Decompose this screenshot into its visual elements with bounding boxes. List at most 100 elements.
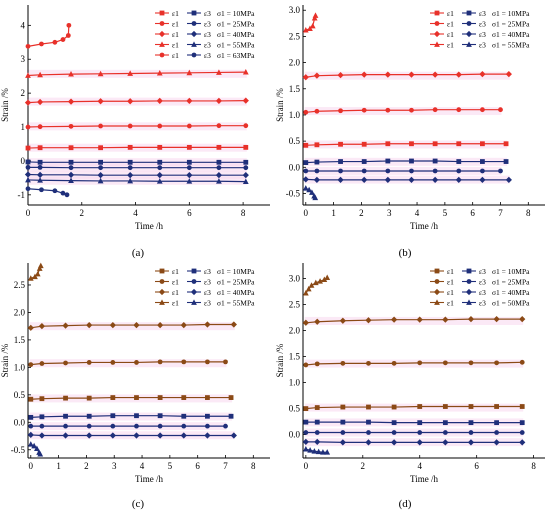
data-point [243,159,249,165]
y-tick-label: 1.0 [14,362,26,372]
legend-label-e3: ε3 [204,30,211,39]
data-point [127,177,134,184]
data-point [503,159,509,164]
data-point [157,144,163,150]
data-point [133,321,140,329]
legend-label-e3: ε3 [204,20,211,29]
data-point [366,430,371,435]
data-point [86,321,93,329]
data-point [340,404,346,410]
data-point [66,22,72,28]
data-point [86,360,92,365]
y-axis-title: Strain /% [275,343,285,377]
data-point [39,361,45,366]
data-point [39,41,44,47]
data-point [63,360,68,366]
data-point [37,159,43,165]
data-point [156,70,163,76]
y-tick-label: 2 [21,88,26,98]
legend-label-e1: ε1 [172,288,179,297]
y-tick-label: 1 [21,122,26,132]
data-point [468,404,474,409]
data-point [25,159,31,165]
data-point [156,172,163,179]
data-point [86,423,92,429]
legend-marker-e3 [466,268,472,274]
data-point [28,423,34,429]
x-tick-label: 8 [526,208,531,218]
legend-marker-e3 [190,30,198,38]
y-tick-label: 3.0 [289,274,301,284]
data-point [494,430,499,435]
legend-label-e1: ε1 [447,30,454,39]
legend-label-stress: σ1 = 10MPa [492,267,530,276]
legend-label-e1: ε1 [447,20,454,29]
data-point [181,413,187,419]
data-point [223,423,228,429]
x-tick-label: 8 [241,208,246,218]
y-tick-label: 0.0 [14,417,26,427]
x-tick-label: 3 [112,461,117,471]
data-point [97,70,104,77]
data-point [408,71,415,78]
data-point [302,185,309,191]
data-point [365,439,372,446]
legend-label-stress: σ1 = 50MPa [492,299,530,308]
data-point [38,432,46,439]
y-axis-title: Strain /% [0,343,10,377]
panel-d: 0 2 4 6 8 0.0 0.5 1.0 1.5 2.0 2.5 3.0 Time /h Strain … [275,263,545,484]
data-point [455,71,462,78]
legend-marker-e1 [434,279,440,284]
data-point [314,438,321,445]
legend-marker-e1 [159,279,165,284]
legend-marker-e3 [191,10,197,16]
data-point [25,186,31,192]
data-point [340,430,346,435]
legend-marker-e3 [466,279,472,284]
legend-label-e1: ε1 [447,278,454,287]
series-line [305,73,509,78]
data-point [37,71,43,78]
x-tick-label: 7 [223,461,228,471]
y-axis-title: Strain /% [275,88,285,122]
data-point [60,37,66,42]
data-point [86,413,92,419]
panel-label-c: (c) [132,498,145,510]
data-point [302,319,309,326]
legend-marker-e1 [159,10,165,16]
x-tick-label: 0 [26,208,31,218]
data-point [157,159,163,165]
y-tick-label: 2.5 [14,280,26,290]
data-point [340,360,346,366]
x-tick-label: 6 [187,208,192,218]
legend-marker-e3 [191,21,197,26]
data-point [68,145,74,151]
data-point [479,70,486,78]
data-point [39,423,45,429]
data-point [505,176,512,183]
data-point [205,395,210,400]
data-point [243,144,249,150]
data-point [455,176,462,183]
data-point [312,12,319,18]
legend-label-e3: ε3 [479,30,486,39]
data-point [519,420,525,426]
data-point [432,71,439,78]
data-point [385,168,391,174]
y-tick-label: 2.5 [289,31,301,41]
data-point [186,178,193,184]
y-tick-label: 4 [21,20,26,30]
series-line [27,25,70,47]
panel-label-a: (a) [132,247,145,259]
data-point [109,432,116,439]
x-axis-title: Time /h [410,221,438,231]
x-tick-label: 4 [417,461,422,471]
data-point [36,98,44,106]
data-point [480,159,485,164]
data-point [467,316,475,323]
data-point [311,448,318,454]
data-point [302,27,309,33]
data-point [312,279,319,286]
series-line [30,361,226,366]
data-point [228,395,234,400]
